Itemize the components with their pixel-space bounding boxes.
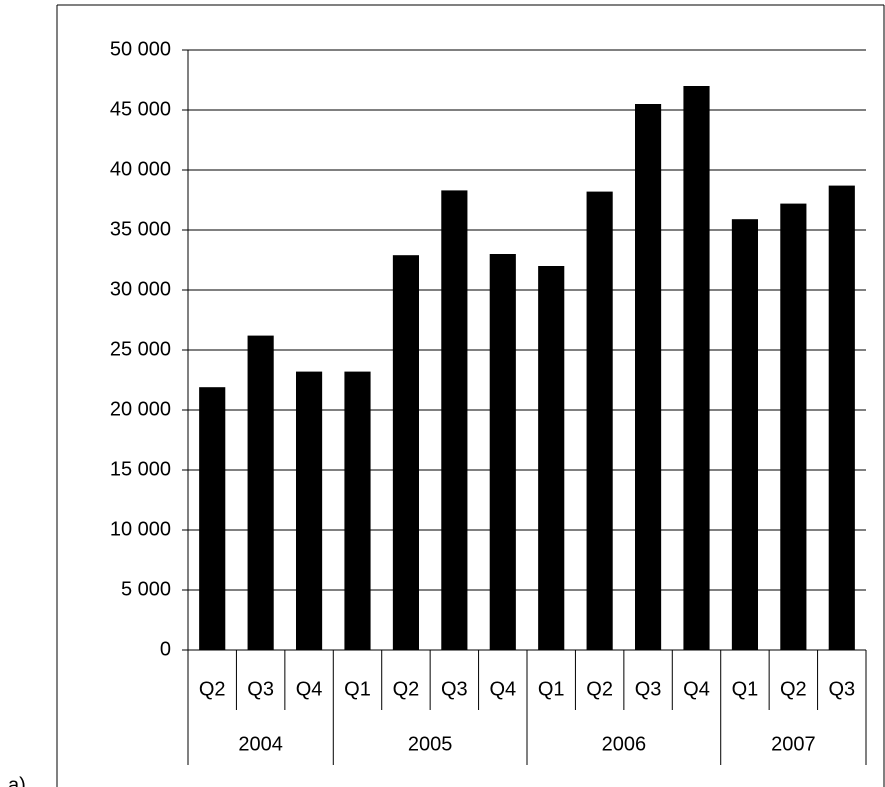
y-tick-label: 30 000 [110, 278, 171, 300]
bar [828, 185, 855, 650]
group-label: 2005 [408, 733, 453, 755]
x-tick-label: Q4 [296, 678, 323, 700]
x-tick-label: Q2 [199, 678, 226, 700]
bar [538, 266, 565, 650]
x-tick-label: Q4 [489, 678, 516, 700]
bar [441, 190, 468, 650]
bar [392, 255, 420, 650]
y-tick-label: 45 000 [110, 98, 171, 120]
x-tick-label: Q1 [344, 678, 371, 700]
group-label: 2004 [238, 733, 283, 755]
x-tick-label: Q3 [441, 678, 468, 700]
y-tick-label: 25 000 [110, 338, 171, 360]
y-tick-label: 15 000 [110, 458, 171, 480]
bar [586, 191, 613, 650]
x-tick-label: Q2 [586, 678, 613, 700]
x-tick-label: Q3 [635, 678, 662, 700]
bar [731, 219, 759, 650]
x-tick-label: Q3 [247, 678, 274, 700]
group-label: 2006 [602, 733, 647, 755]
y-tick-label: 0 [160, 638, 171, 660]
bar [199, 387, 226, 650]
y-tick-label: 35 000 [110, 218, 171, 240]
bar [489, 254, 516, 650]
x-tick-label: Q4 [683, 678, 710, 700]
x-tick-label: Q1 [538, 678, 565, 700]
x-tick-label: Q2 [393, 678, 420, 700]
y-tick-label: 5 000 [121, 578, 171, 600]
bar [780, 203, 807, 650]
bar [247, 335, 274, 650]
bar [683, 86, 710, 650]
bar [344, 371, 371, 650]
y-tick-label: 50 000 [110, 38, 171, 60]
bar [295, 371, 323, 650]
x-tick-label: Q3 [828, 678, 855, 700]
x-tick-label: Q2 [780, 678, 807, 700]
panel-label: a) [8, 774, 26, 787]
bar [634, 104, 662, 650]
x-tick-label: Q1 [732, 678, 759, 700]
group-label: 2007 [771, 733, 816, 755]
y-tick-label: 10 000 [110, 518, 171, 540]
y-tick-label: 40 000 [110, 158, 171, 180]
y-tick-label: 20 000 [110, 398, 171, 420]
